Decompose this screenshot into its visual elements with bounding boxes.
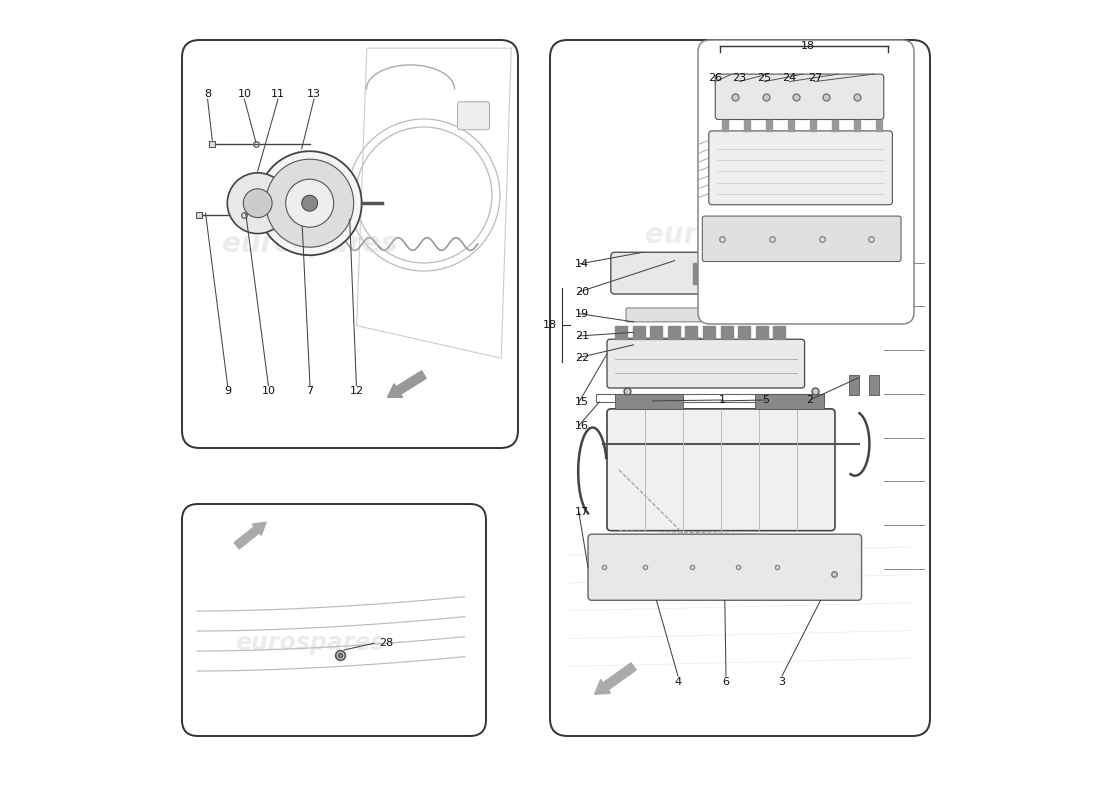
Text: 2: 2 [806,395,814,405]
Bar [685,326,697,339]
Text: 1: 1 [718,395,726,405]
Circle shape [301,195,318,211]
Bar [832,120,838,131]
FancyArrow shape [387,371,427,398]
FancyBboxPatch shape [626,366,702,379]
FancyBboxPatch shape [708,131,892,205]
Text: 20: 20 [575,287,589,297]
Circle shape [286,179,333,227]
Text: 10: 10 [262,386,275,396]
FancyBboxPatch shape [715,74,883,119]
Bar [738,326,750,339]
Circle shape [257,151,362,255]
Bar [710,262,715,284]
Circle shape [228,173,288,234]
Text: 22: 22 [575,353,590,362]
Bar [756,394,824,409]
Text: 18: 18 [801,42,815,51]
Text: 9: 9 [224,386,231,396]
FancyArrow shape [594,663,636,694]
Bar [744,120,750,131]
Bar [854,120,860,131]
Bar [869,375,879,395]
FancyBboxPatch shape [588,534,861,600]
Text: 16: 16 [575,421,589,430]
FancyBboxPatch shape [702,216,901,262]
Text: 4: 4 [674,677,682,686]
FancyBboxPatch shape [607,339,804,388]
Bar [701,262,707,284]
FancyBboxPatch shape [458,102,490,130]
Text: 21: 21 [575,331,589,341]
Circle shape [243,189,272,218]
Bar [756,326,768,339]
Text: 7: 7 [307,386,314,396]
Text: 6: 6 [723,677,729,686]
Circle shape [266,159,354,247]
Text: eurospares: eurospares [645,221,821,249]
FancyArrow shape [234,522,266,549]
Text: 19: 19 [575,309,589,318]
FancyBboxPatch shape [550,40,930,736]
Text: eurospares: eurospares [645,478,821,506]
FancyBboxPatch shape [182,40,518,448]
Bar [810,120,816,131]
Bar [849,375,859,395]
Bar [650,326,662,339]
Bar [720,326,733,339]
Bar [876,120,882,131]
FancyBboxPatch shape [610,252,717,294]
Text: 15: 15 [575,398,589,407]
Text: 11: 11 [271,89,285,98]
Text: 13: 13 [307,89,321,98]
Text: 14: 14 [575,259,589,269]
Bar [668,326,680,339]
Bar [595,394,824,402]
FancyBboxPatch shape [698,40,914,324]
Bar [773,326,785,339]
Text: 3: 3 [779,677,785,686]
Text: 26: 26 [707,73,722,82]
Text: 25: 25 [757,73,771,82]
Bar [788,120,794,131]
Text: 18: 18 [543,320,558,330]
Bar [615,394,683,409]
Polygon shape [356,48,512,358]
Text: 10: 10 [238,89,252,98]
Text: 28: 28 [378,638,393,648]
Bar [693,262,698,284]
Bar [722,120,728,131]
Text: 17: 17 [575,507,589,517]
FancyBboxPatch shape [626,308,702,322]
Bar [703,326,715,339]
FancyBboxPatch shape [182,504,486,736]
Bar [632,326,645,339]
Bar [615,326,627,339]
Text: 27: 27 [807,73,822,82]
Text: eurospares: eurospares [222,230,397,258]
Text: 12: 12 [350,386,363,396]
Bar [766,120,772,131]
Text: eurospares: eurospares [235,631,384,655]
Text: 24: 24 [782,73,796,82]
Text: 23: 23 [733,73,747,82]
FancyBboxPatch shape [626,338,702,352]
FancyBboxPatch shape [607,409,835,530]
Text: 8: 8 [204,89,211,98]
Text: 5: 5 [762,395,770,405]
